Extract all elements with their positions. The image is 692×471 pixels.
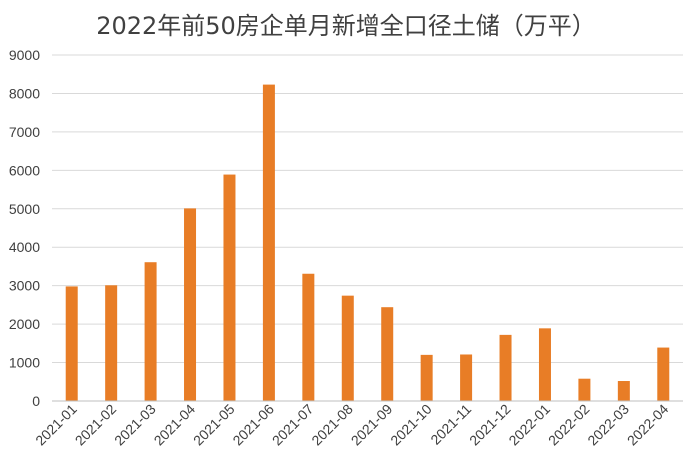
x-tick-label: 2021-09: [348, 401, 396, 449]
x-tick-label: 2021-10: [387, 401, 435, 449]
bar-2021-03: [144, 262, 157, 401]
bar-2021-09: [381, 307, 394, 401]
x-axis-tick-labels: 2021-012021-022021-032021-042021-052021-…: [32, 401, 671, 449]
x-tick-label: 2021-06: [229, 401, 277, 449]
x-tick-label: 2021-05: [190, 401, 238, 449]
bar-2022-02: [578, 378, 591, 401]
y-tick-label: 0: [32, 393, 40, 409]
bar-2022-01: [538, 328, 551, 401]
x-tick-label: 2022-02: [545, 401, 593, 449]
x-tick-label: 2021-08: [308, 401, 356, 449]
bar-2021-04: [184, 208, 197, 401]
bar-2022-03: [617, 381, 630, 401]
x-tick-label: 2021-02: [72, 401, 120, 449]
x-tick-label: 2021-11: [427, 401, 474, 448]
y-tick-label: 8000: [9, 85, 40, 101]
bar-2021-12: [499, 334, 512, 401]
x-tick-label: 2022-01: [505, 401, 553, 449]
bars: [65, 84, 670, 401]
bar-2021-08: [341, 295, 354, 401]
x-tick-label: 2021-04: [151, 401, 199, 449]
y-tick-label: 4000: [9, 239, 40, 255]
bar-2021-07: [302, 273, 315, 401]
y-tick-label: 2000: [9, 316, 40, 332]
bar-2021-02: [105, 285, 118, 401]
bar-2021-05: [223, 174, 236, 401]
y-tick-label: 9000: [9, 47, 40, 63]
x-tick-label: 2021-12: [466, 401, 514, 449]
x-tick-label: 2021-07: [269, 401, 317, 449]
bar-2021-01: [65, 286, 78, 401]
bar-2022-04: [657, 347, 670, 401]
chart-title: 2022年前50房企单月新增全口径土储（万平）: [96, 12, 596, 40]
y-tick-label: 5000: [9, 201, 40, 217]
y-tick-label: 6000: [9, 162, 40, 178]
x-tick-label: 2022-04: [624, 401, 672, 449]
y-tick-label: 1000: [9, 355, 40, 371]
bar-2021-06: [262, 84, 275, 401]
bar-2021-10: [420, 354, 433, 401]
y-tick-label: 3000: [9, 278, 40, 294]
y-tick-label: 7000: [9, 124, 40, 140]
x-tick-label: 2021-03: [111, 401, 159, 449]
x-tick-label: 2022-03: [584, 401, 632, 449]
gridlines: [52, 54, 683, 364]
bar-2021-11: [460, 354, 473, 401]
y-axis-tick-labels: 0 1000 2000 3000 4000 5000 6000 7000 8000 9000: [9, 47, 40, 409]
